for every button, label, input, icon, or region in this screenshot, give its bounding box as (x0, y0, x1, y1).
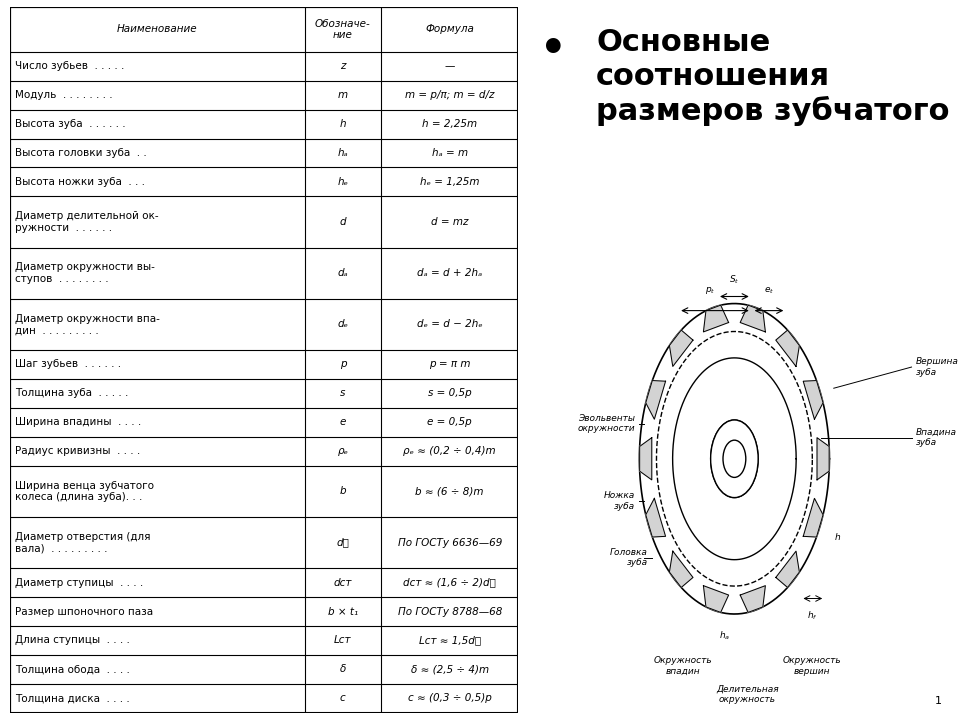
Text: Окружность
вершин: Окружность вершин (782, 657, 842, 676)
Text: b × t₁: b × t₁ (327, 606, 358, 616)
Text: ρₑ ≈ (0,2 ÷ 0,4)m: ρₑ ≈ (0,2 ÷ 0,4)m (403, 446, 496, 456)
Text: d = mz: d = mz (431, 217, 468, 227)
Text: z: z (340, 61, 346, 71)
Text: Диаметр ступицы  . . . .: Диаметр ступицы . . . . (14, 577, 143, 588)
Text: —: — (444, 61, 455, 71)
Text: dₑ: dₑ (337, 320, 348, 329)
Text: Диаметр окружности впа-
дин  . . . . . . . . .: Диаметр окружности впа- дин . . . . . . … (14, 314, 159, 336)
Polygon shape (639, 438, 652, 480)
Text: hₐ: hₐ (338, 148, 348, 158)
Text: δ ≈ (2,5 ÷ 4)m: δ ≈ (2,5 ÷ 4)m (411, 665, 489, 675)
Text: $h_a$: $h_a$ (719, 629, 731, 642)
Text: Размер шпоночного паза: Размер шпоночного паза (14, 606, 153, 616)
Text: e: e (340, 418, 346, 428)
Text: b ≈ (6 ÷ 8)m: b ≈ (6 ÷ 8)m (416, 486, 484, 496)
Polygon shape (704, 305, 729, 332)
Polygon shape (669, 330, 693, 366)
Text: Диаметр отверстия (для
вала)  . . . . . . . . .: Диаметр отверстия (для вала) . . . . . .… (14, 531, 150, 554)
Text: Шаг зубьев  . . . . . .: Шаг зубьев . . . . . . (14, 359, 121, 369)
Text: Обозначе-
ние: Обозначе- ние (315, 19, 371, 40)
Text: ρₑ: ρₑ (337, 446, 348, 456)
Text: $h$: $h$ (834, 531, 841, 542)
Text: Основные
соотношения
размеров зубчатого: Основные соотношения размеров зубчатого (596, 28, 949, 126)
Polygon shape (817, 438, 829, 480)
Text: Высота зуба  . . . . . .: Высота зуба . . . . . . (14, 119, 126, 129)
Polygon shape (704, 585, 729, 613)
Text: c ≈ (0,3 ÷ 0,5)p: c ≈ (0,3 ÷ 0,5)p (408, 693, 492, 703)
Text: Ножка
зуба: Ножка зуба (604, 492, 636, 510)
Polygon shape (804, 498, 823, 537)
Text: По ГОСТу 8788—68: По ГОСТу 8788—68 (397, 606, 502, 616)
Text: Толщина зуба  . . . . .: Толщина зуба . . . . . (14, 388, 128, 398)
Polygon shape (804, 381, 823, 419)
Polygon shape (776, 552, 800, 588)
Text: hₐ = m: hₐ = m (432, 148, 468, 158)
Text: Lст: Lст (334, 636, 351, 645)
Text: dст: dст (334, 577, 352, 588)
Text: По ГОСТу 6636—69: По ГОСТу 6636—69 (397, 538, 502, 547)
Text: $S_t$: $S_t$ (730, 274, 739, 286)
Text: c: c (340, 693, 346, 703)
Circle shape (723, 440, 746, 477)
Text: Толщина обода  . . . .: Толщина обода . . . . (14, 665, 130, 675)
Text: Толщина диска  . . . .: Толщина диска . . . . (14, 693, 130, 703)
Text: Высота ножки зуба  . . .: Высота ножки зуба . . . (14, 177, 145, 187)
Text: Впадина
зуба: Впадина зуба (916, 428, 957, 447)
Text: h: h (340, 119, 347, 129)
Text: dₐ = d + 2hₐ: dₐ = d + 2hₐ (417, 268, 482, 278)
Text: dₑ = d − 2hₑ: dₑ = d − 2hₑ (417, 320, 483, 329)
Text: 1: 1 (935, 696, 942, 706)
Text: p = π m: p = π m (429, 359, 470, 369)
Polygon shape (669, 552, 693, 588)
Text: s: s (340, 388, 346, 398)
Text: δ: δ (340, 665, 346, 675)
Text: Ширина впадины  . . . .: Ширина впадины . . . . (14, 418, 141, 428)
Text: dᵜ: dᵜ (336, 538, 349, 547)
Polygon shape (740, 585, 765, 613)
Text: hₑ = 1,25m: hₑ = 1,25m (420, 177, 479, 187)
Text: d: d (340, 217, 347, 227)
Text: m = p/π; m = d/z: m = p/π; m = d/z (405, 90, 494, 100)
Text: Вершина
зуба: Вершина зуба (916, 357, 959, 377)
Text: Высота головки зуба  . .: Высота головки зуба . . (14, 148, 147, 158)
Text: Радиус кривизны  . . . .: Радиус кривизны . . . . (14, 446, 140, 456)
Text: Число зубьев  . . . . .: Число зубьев . . . . . (14, 61, 124, 71)
Text: $e_t$: $e_t$ (764, 286, 774, 297)
Text: Делительная
окружность: Делительная окружность (716, 685, 779, 704)
Text: Окружность
впадин: Окружность впадин (653, 657, 712, 676)
Text: p: p (340, 359, 347, 369)
Text: Головка
зуба: Головка зуба (611, 548, 648, 567)
Polygon shape (776, 330, 800, 366)
Text: dₐ: dₐ (338, 268, 348, 278)
Text: Диаметр делительной ок-
ружности  . . . . . .: Диаметр делительной ок- ружности . . . .… (14, 211, 158, 233)
Text: e = 0,5p: e = 0,5p (427, 418, 472, 428)
Text: Ширина венца зубчатого
колеса (длина зуба). . .: Ширина венца зубчатого колеса (длина зуб… (14, 480, 154, 502)
Text: s = 0,5p: s = 0,5p (428, 388, 471, 398)
Text: •: • (540, 28, 566, 71)
Polygon shape (740, 305, 765, 332)
Text: Длина ступицы  . . . .: Длина ступицы . . . . (14, 636, 130, 645)
Text: dст ≈ (1,6 ÷ 2)dᵜ: dст ≈ (1,6 ÷ 2)dᵜ (403, 577, 496, 588)
Polygon shape (646, 498, 665, 537)
Text: Формула: Формула (425, 24, 474, 35)
Text: Модуль  . . . . . . . .: Модуль . . . . . . . . (14, 90, 112, 100)
Polygon shape (646, 381, 665, 419)
Text: b: b (340, 486, 347, 496)
Text: $h_f$: $h_f$ (807, 609, 818, 621)
Text: Диаметр окружности вы-
ступов  . . . . . . . .: Диаметр окружности вы- ступов . . . . . … (14, 262, 155, 284)
Text: hₑ: hₑ (337, 177, 348, 187)
Text: h = 2,25m: h = 2,25m (422, 119, 477, 129)
Text: Lст ≈ 1,5dᵜ: Lст ≈ 1,5dᵜ (419, 636, 481, 645)
Text: Эвольвенты
окружности: Эвольвенты окружности (577, 414, 636, 433)
Text: m: m (338, 90, 348, 100)
Text: $p_t$: $p_t$ (706, 286, 716, 297)
Text: Наименование: Наименование (117, 24, 198, 35)
Circle shape (710, 420, 758, 498)
